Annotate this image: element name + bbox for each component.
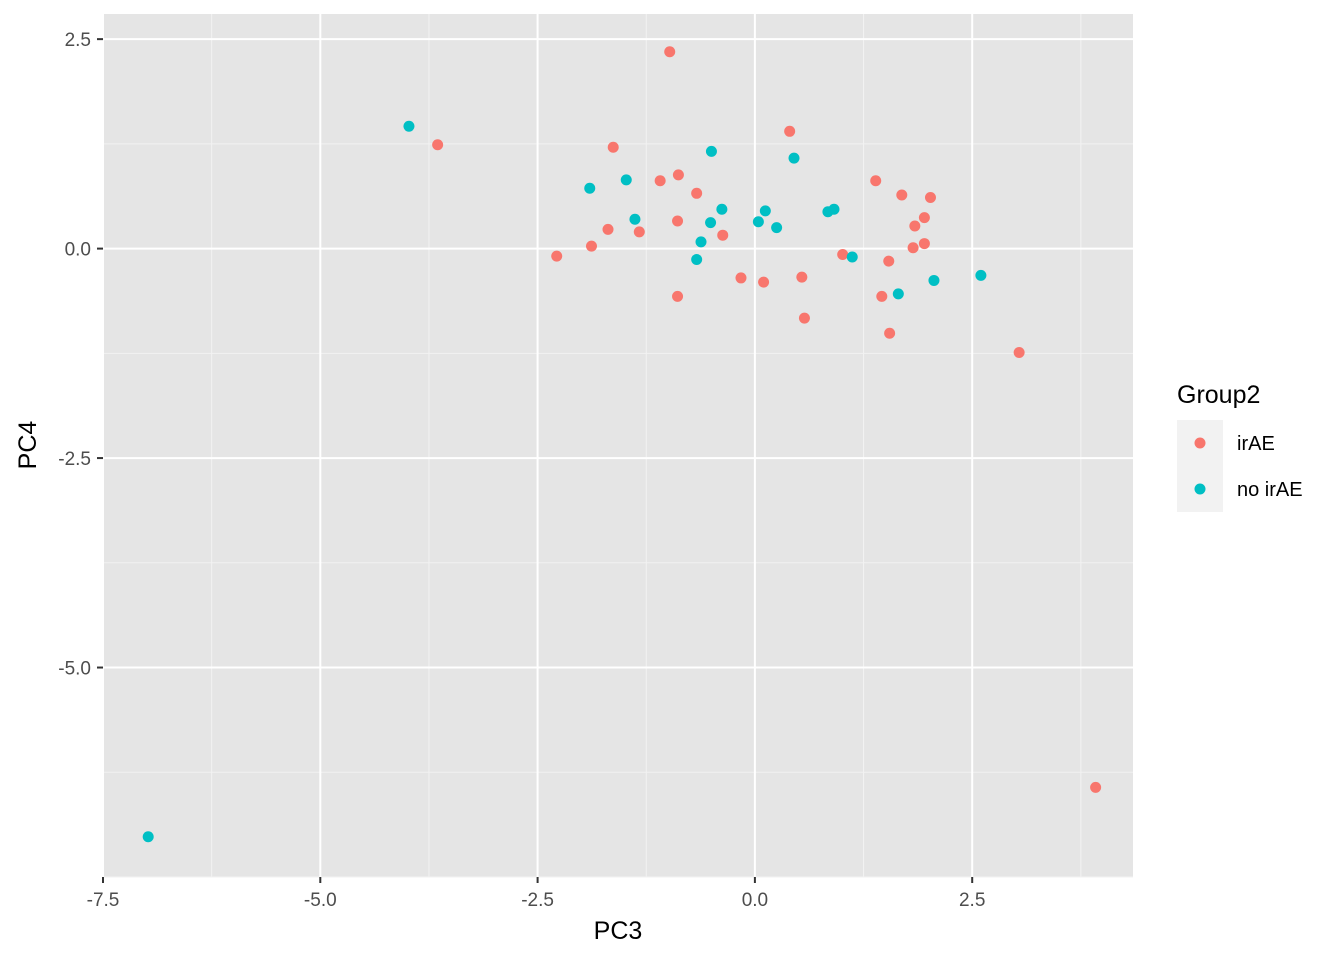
panel-background	[103, 14, 1133, 877]
y-tick-label: 2.5	[65, 30, 91, 51]
no-irae-point	[752, 216, 764, 228]
irae-point	[798, 312, 810, 324]
irae-point	[551, 250, 563, 262]
irae-point	[602, 223, 614, 235]
irae-point	[837, 248, 849, 260]
no-irae-point	[403, 120, 415, 132]
no-irae-point	[975, 269, 987, 281]
irae-point	[717, 229, 729, 241]
x-tick-label: -7.5	[87, 890, 120, 911]
irae-point	[654, 175, 666, 187]
legend-label-no-irae: no irAE	[1237, 479, 1303, 501]
no-irae-point	[629, 213, 641, 225]
no-irae-point	[705, 145, 717, 157]
y-tick-label: 0.0	[65, 240, 91, 261]
irae-point	[796, 271, 808, 283]
no-irae-point	[695, 236, 707, 248]
irae-point	[664, 46, 676, 58]
no-irae-point	[928, 274, 940, 286]
no-irae-point	[705, 217, 717, 229]
irae-point	[909, 220, 921, 232]
irae-point	[918, 212, 930, 224]
irae-point	[432, 139, 444, 151]
x-tick-label: 0.0	[742, 890, 768, 911]
irae-point	[633, 226, 645, 238]
irae-point	[884, 327, 896, 339]
irae-point	[735, 272, 747, 284]
irae-point	[672, 215, 684, 227]
y-axis-title: PC4	[14, 421, 42, 470]
no-irae-point	[620, 174, 632, 186]
no-irae-point	[716, 203, 728, 215]
irae-point	[924, 191, 936, 203]
irae-point	[870, 175, 882, 187]
y-tick-label: -5.0	[58, 659, 91, 680]
legend-label-irae: irAE	[1237, 433, 1275, 455]
irae-point	[672, 290, 684, 302]
legend-swatch-irae	[1194, 437, 1206, 449]
no-irae-point	[142, 831, 154, 843]
no-irae-point	[771, 222, 783, 234]
irae-point	[876, 290, 888, 302]
irae-point	[907, 242, 919, 254]
irae-point	[896, 189, 908, 201]
irae-point	[1013, 346, 1025, 358]
legend: Group2 irAE no irAE	[1177, 381, 1303, 512]
no-irae-point	[788, 152, 800, 164]
no-irae-point	[846, 251, 858, 263]
irae-point	[585, 240, 597, 252]
irae-point	[672, 169, 684, 181]
x-tick-label: -2.5	[521, 890, 554, 911]
y-tick-label: -2.5	[58, 449, 91, 470]
x-axis-title: PC3	[594, 917, 643, 945]
minor-gridlines	[103, 14, 1133, 878]
no-irae-point	[759, 205, 771, 217]
irae-point	[691, 187, 703, 199]
irae-point	[1090, 781, 1102, 793]
irae-point	[784, 125, 796, 137]
y-axis: 2.5 0.0 -2.5 -5.0	[58, 30, 103, 680]
irae-point	[607, 141, 619, 153]
no-irae-point	[892, 288, 904, 300]
irae-point	[883, 255, 895, 267]
legend-title: Group2	[1177, 381, 1260, 409]
irae-point	[918, 238, 930, 250]
no-irae-point	[828, 203, 840, 215]
x-tick-label: 2.5	[959, 890, 985, 911]
x-tick-label: -5.0	[304, 890, 337, 911]
irae-point	[758, 276, 770, 288]
major-gridlines	[102, 14, 1133, 877]
no-irae-point	[584, 182, 596, 194]
x-axis: -7.5 -5.0 -2.5 0.0 2.5	[87, 877, 985, 911]
no-irae-point	[691, 253, 703, 265]
data-points	[142, 46, 1102, 843]
legend-swatch-no-irae	[1194, 483, 1206, 495]
